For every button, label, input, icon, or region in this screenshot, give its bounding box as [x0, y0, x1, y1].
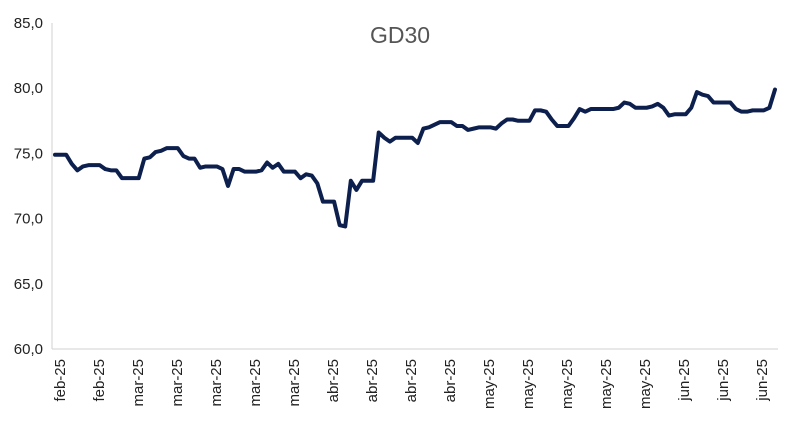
x-tick-label: jun-25 — [715, 359, 732, 402]
x-axis-ticks: feb-25 feb-25 mar-25 mar-25 mar-25 mar-25 mar-… — [52, 359, 771, 409]
x-tick-label: may-25 — [559, 359, 576, 409]
x-tick-label: mar-25 — [169, 359, 186, 407]
x-tick-label: may-25 — [598, 359, 615, 409]
x-tick-label: mar-25 — [208, 359, 225, 407]
x-tick-label: may-25 — [520, 359, 537, 409]
x-tick-label: abr-25 — [403, 359, 420, 402]
x-tick-label: jun-25 — [676, 359, 693, 402]
x-tick-label: feb-25 — [91, 359, 108, 402]
y-tick-label: 85,0 — [14, 15, 43, 32]
x-tick-label: abr-25 — [325, 359, 342, 402]
x-tick-label: mar-25 — [247, 359, 264, 407]
series-line — [53, 87, 777, 229]
x-tick-label: mar-25 — [286, 359, 303, 407]
x-tick-label: may-25 — [481, 359, 498, 409]
y-tick-label: 75,0 — [14, 145, 43, 162]
x-tick-label: may-25 — [637, 359, 654, 409]
x-tick-label: mar-25 — [130, 359, 147, 407]
y-tick-label: 70,0 — [14, 211, 43, 228]
chart-title: GD30 — [370, 22, 430, 48]
y-tick-label: 65,0 — [14, 276, 43, 293]
y-tick-label: 60,0 — [14, 341, 43, 358]
x-tick-label: abr-25 — [442, 359, 459, 402]
x-tick-label: jun-25 — [754, 359, 771, 402]
y-tick-label: 80,0 — [14, 80, 43, 97]
y-axis-ticks: 60,0 65,0 70,0 75,0 80,0 85,0 — [14, 15, 43, 358]
x-tick-label: feb-25 — [52, 359, 69, 402]
x-tick-label: abr-25 — [364, 359, 381, 402]
